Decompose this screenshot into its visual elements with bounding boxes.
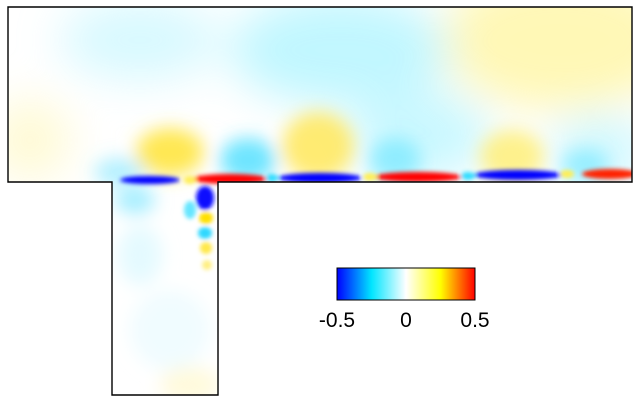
- colorbar-tick-label: 0: [400, 309, 412, 332]
- wall-cell: [374, 172, 462, 182]
- wall-cell: [582, 169, 632, 179]
- colorbar-tick-label: -0.5: [318, 309, 356, 332]
- colorbar-frame: [336, 267, 476, 301]
- wall-cell: [120, 176, 180, 184]
- wall-cell: [278, 173, 362, 183]
- upper-right-yellow: [440, 7, 632, 110]
- domain-outline: [7, 6, 633, 396]
- colorbar-tick-label: 0.5: [460, 309, 490, 332]
- wall-cell: [474, 170, 562, 180]
- colorbar: [337, 268, 475, 300]
